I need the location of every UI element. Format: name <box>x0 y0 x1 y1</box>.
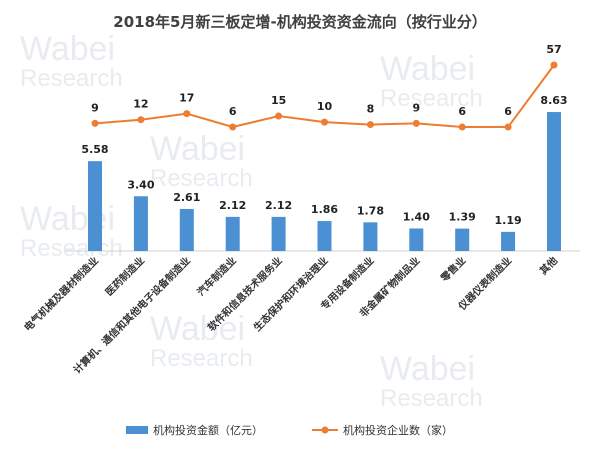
line-point <box>321 118 328 126</box>
watermark: WabeiResearchWabeiResearchWabeiResearchW… <box>20 30 483 412</box>
line-data-label: 17 <box>179 92 194 105</box>
bar-data-label: 1.39 <box>449 211 476 224</box>
bar-data-label: 5.58 <box>81 143 108 156</box>
bar <box>179 208 194 251</box>
category-label: 电气机械及器材制造业 <box>21 254 101 334</box>
bar <box>455 228 470 251</box>
line-data-label: 8 <box>367 103 375 116</box>
line-point <box>366 121 374 129</box>
bar-data-label: 2.61 <box>173 191 200 204</box>
watermark-text: Research <box>380 385 483 412</box>
bar <box>501 231 516 251</box>
line-data-label: 6 <box>504 105 512 118</box>
bar-data-label: 2.12 <box>219 199 246 212</box>
legend-line-label: 机构投资企业数（家） <box>343 423 453 437</box>
legend: 机构投资金额（亿元） 机构投资企业数（家） <box>126 423 453 437</box>
line-point <box>137 116 145 124</box>
line-data-label: 9 <box>91 101 99 114</box>
category-label: 生态保护和环境治理业 <box>251 254 331 334</box>
line-point <box>183 110 191 118</box>
watermark-text: Wabei <box>20 30 115 68</box>
line-data-label: 9 <box>412 101 420 114</box>
legend-bar-swatch <box>126 426 148 434</box>
legend-line-marker <box>321 426 329 434</box>
legend-bar-label: 机构投资金额（亿元） <box>153 423 263 437</box>
line-data-label: 15 <box>271 94 286 107</box>
watermark-text: Research <box>150 165 253 192</box>
line-point <box>458 123 466 131</box>
line-point <box>229 123 237 131</box>
bar <box>547 112 561 251</box>
bar <box>317 221 332 251</box>
bar <box>409 228 424 251</box>
category-label: 零售业 <box>437 254 468 285</box>
watermark-text: Research <box>20 65 123 92</box>
line-point <box>504 123 512 131</box>
bar-data-label: 1.78 <box>357 204 384 217</box>
line-series <box>94 64 555 129</box>
bar-data-label: 3.40 <box>127 178 154 191</box>
line-point <box>412 119 420 127</box>
line-point <box>550 61 558 69</box>
line-point <box>91 119 99 127</box>
line-data-label: 6 <box>229 105 237 118</box>
watermark-text: Research <box>20 235 123 262</box>
bar-data-label: 8.63 <box>540 94 567 107</box>
bar <box>225 216 240 251</box>
watermark-text: Wabei <box>380 350 475 388</box>
bar <box>271 216 286 251</box>
line-data-label: 6 <box>458 105 466 118</box>
category-label: 汽车制造业 <box>194 254 239 299</box>
watermark-text: Wabei <box>380 50 475 88</box>
line-data-label: 10 <box>317 100 333 113</box>
category-label: 其他 <box>537 254 560 277</box>
watermark-text: Research <box>380 85 483 112</box>
bar-data-label: 2.12 <box>265 199 292 212</box>
bar-data-label: 1.19 <box>495 214 522 227</box>
line-point <box>275 112 283 120</box>
watermark-text: Wabei <box>150 130 245 168</box>
bar-data-label: 1.86 <box>311 203 338 216</box>
line-data-label: 12 <box>133 98 148 111</box>
line-data-label: 57 <box>546 43 561 56</box>
bar <box>88 161 102 251</box>
bar-data-label: 1.40 <box>403 210 430 223</box>
chart-title: 2018年5月新三板定增-机构投资资金流向（按行业分） <box>113 13 486 31</box>
bar <box>133 196 148 251</box>
bar <box>363 222 378 251</box>
watermark-text: Wabei <box>150 310 245 348</box>
watermark-text: Research <box>150 345 253 372</box>
